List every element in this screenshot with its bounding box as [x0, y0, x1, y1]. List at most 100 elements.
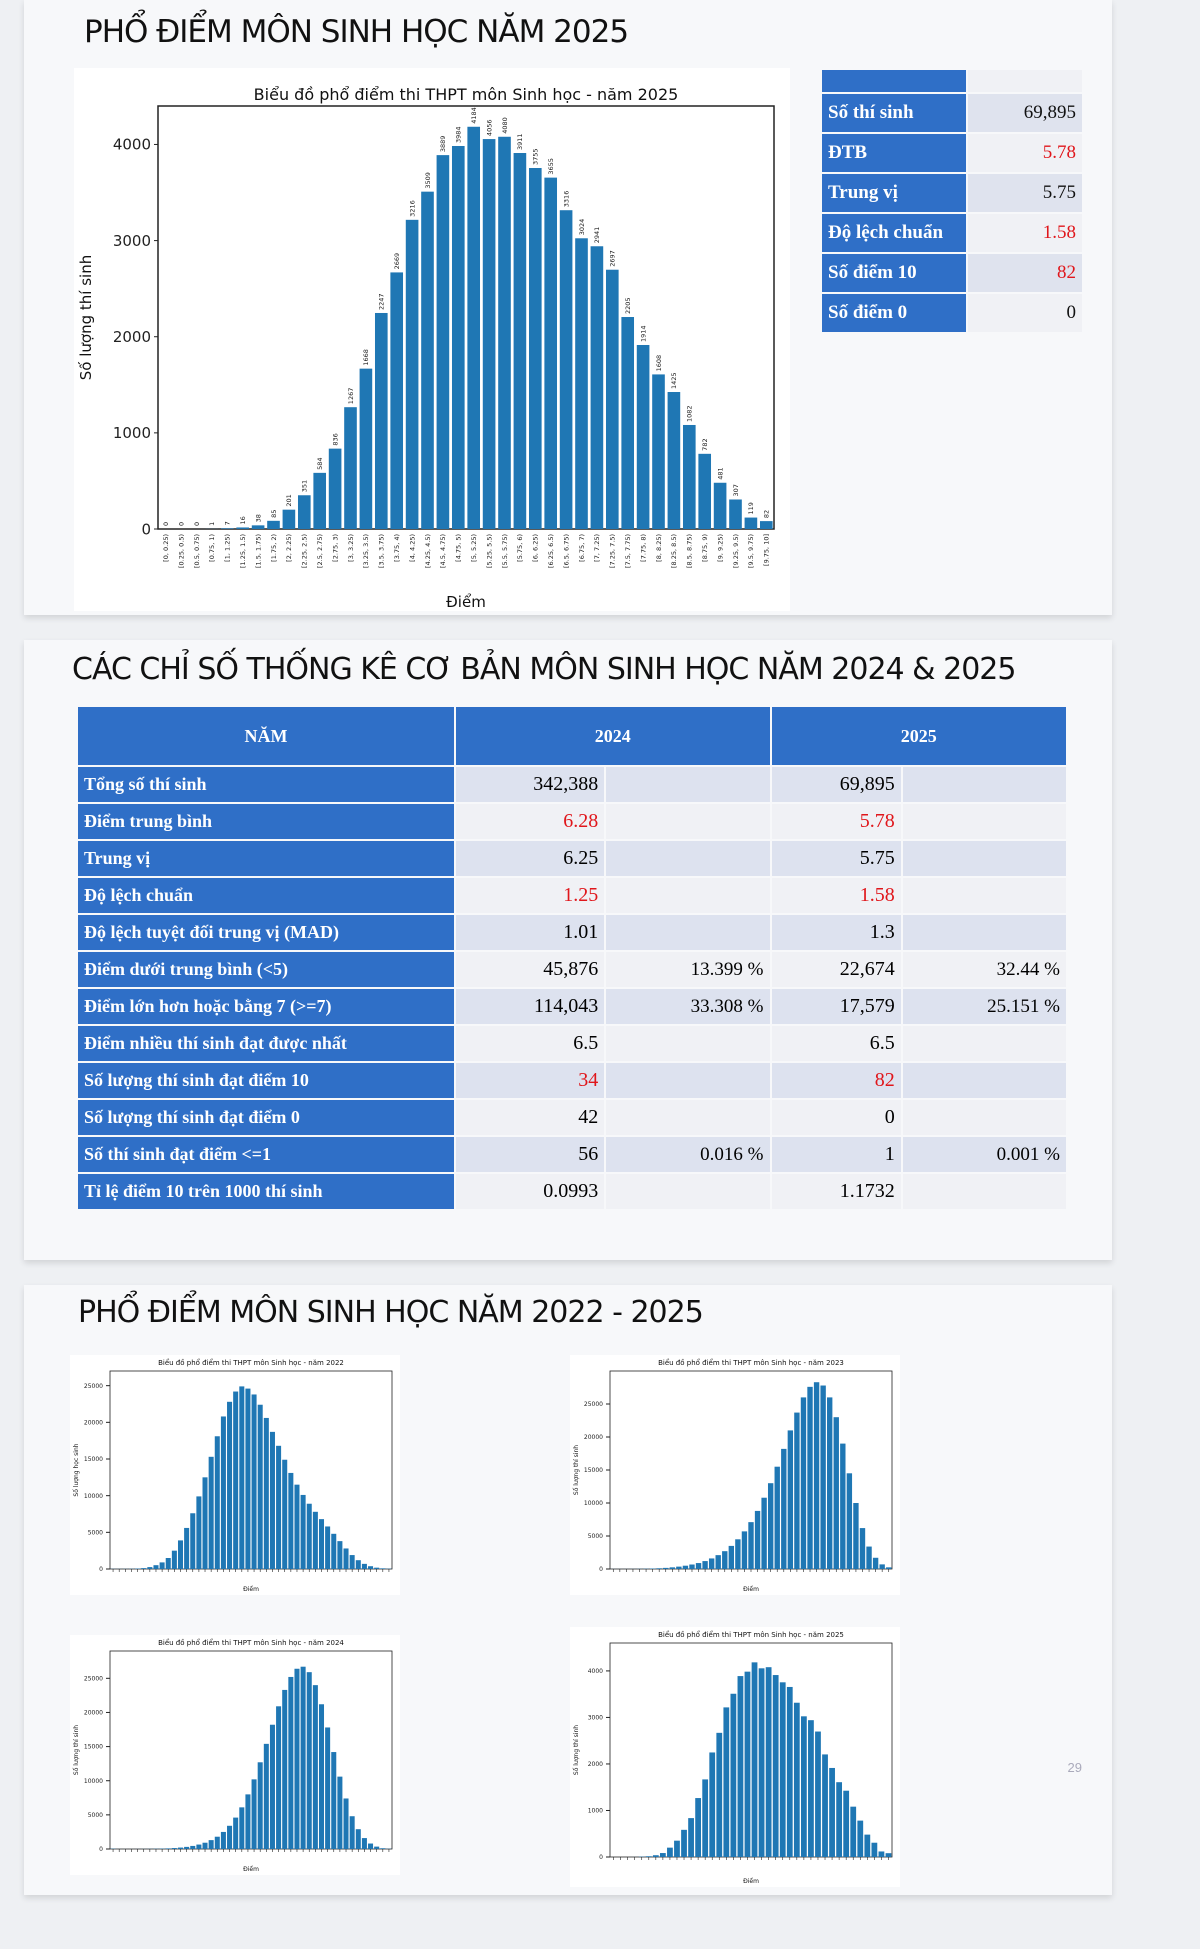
bar — [853, 1503, 859, 1569]
y-tick-label: 0 — [99, 1846, 103, 1853]
x-tick-label: [2.5, 2.75) — [316, 534, 324, 568]
x-axis-label: Điểm — [743, 1586, 759, 1593]
bar — [227, 1401, 233, 1569]
bar — [667, 1847, 673, 1857]
bar — [331, 1752, 337, 1849]
bar — [263, 1743, 269, 1849]
mini-chart-2022: Biểu đồ phổ điểm thi THPT môn Sinh học -… — [70, 1355, 400, 1595]
bar — [559, 210, 573, 529]
bar — [885, 1853, 892, 1857]
bar — [337, 1541, 343, 1569]
y-axis-label: Số lượng thí sinh — [77, 255, 95, 380]
bar — [202, 1477, 208, 1569]
bar — [864, 1834, 871, 1857]
percent-2024 — [604, 839, 772, 878]
value-2025: 1.1732 — [769, 1172, 903, 1211]
bar — [251, 525, 265, 529]
value-2024: 45,876 — [453, 950, 607, 989]
percent-2024 — [604, 765, 772, 804]
percent-2025 — [900, 1172, 1069, 1211]
bar-value-label: 1425 — [670, 372, 678, 389]
x-tick-label: [9.75, 10] — [763, 534, 771, 566]
bar — [374, 1567, 380, 1569]
bar — [857, 1820, 864, 1857]
y-tick-label: 3000 — [588, 1715, 603, 1722]
x-tick-label: [8.25, 8.5) — [670, 534, 678, 568]
bar — [312, 1511, 318, 1569]
value-2025: 22,674 — [769, 950, 903, 989]
y-tick-label: 25000 — [84, 1383, 103, 1390]
bar — [263, 1417, 269, 1569]
compare-row: Tổng số thí sinh 342,388 69,895 — [76, 765, 1069, 804]
bar — [544, 177, 558, 529]
bar-value-label: 1608 — [655, 355, 663, 372]
bar — [807, 1386, 813, 1569]
mini-chart-2023: Biểu đồ phổ điểm thi THPT môn Sinh học -… — [570, 1355, 900, 1595]
bar — [141, 1568, 147, 1569]
x-tick-label: [5, 5.25) — [470, 534, 478, 562]
bar — [730, 1693, 737, 1857]
bar — [349, 1555, 355, 1569]
bar — [343, 1798, 349, 1849]
plot-frame — [109, 1370, 393, 1570]
summary-label: Số thí sinh — [820, 92, 968, 134]
compare-row-label: Số lượng thí sinh đạt điểm 10 — [76, 1061, 456, 1100]
bar — [744, 517, 758, 529]
y-axis-label: Số lượng thí sinh — [573, 1725, 580, 1775]
slide2-title: CÁC CHỈ SỐ THỐNG KÊ CƠ BẢN MÔN SINH HỌC … — [72, 652, 1016, 687]
mini-chart-2022-svg: Biểu đồ phổ điểm thi THPT môn Sinh học -… — [73, 1358, 393, 1593]
bar — [282, 1459, 288, 1569]
summary-header-cell — [966, 68, 1084, 94]
summary-label: Trung vị — [820, 172, 968, 214]
x-tick-label: [9.25, 9.5) — [732, 534, 740, 568]
bar — [318, 1704, 325, 1849]
bar-value-label: 38 — [254, 514, 262, 522]
percent-2025 — [900, 913, 1069, 952]
bar-value-label: 3024 — [578, 219, 586, 236]
bar — [688, 1818, 694, 1857]
bar-value-label: 16 — [239, 516, 247, 524]
summary-label: Số điểm 10 — [820, 252, 968, 294]
bar-value-label: 201 — [285, 494, 293, 506]
bar — [667, 392, 681, 529]
bar-value-label: 0 — [193, 522, 201, 526]
bar — [878, 1851, 885, 1857]
percent-2024: 0.016 % — [604, 1135, 772, 1174]
x-tick-label: [2.25, 2.5) — [301, 534, 309, 568]
bar — [374, 1846, 380, 1849]
bar — [722, 1551, 728, 1569]
y-tick-label: 0 — [599, 1854, 603, 1861]
bar — [498, 136, 511, 529]
bar — [269, 1724, 275, 1849]
bar — [774, 1466, 780, 1569]
bar — [251, 1779, 257, 1849]
y-tick-label: 5000 — [588, 1533, 603, 1540]
bar-value-label: 2247 — [378, 293, 386, 310]
bar — [361, 1838, 367, 1849]
y-tick-label: 15000 — [84, 1456, 103, 1463]
y-tick-label: 25000 — [584, 1401, 603, 1408]
value-2025: 0 — [769, 1098, 903, 1137]
bar — [297, 495, 311, 529]
bar — [390, 272, 404, 529]
slide1-title: PHỔ ĐIỂM MÔN SINH HỌC NĂM 2025 — [84, 14, 629, 50]
plot-frame — [157, 105, 775, 530]
summary-value: 5.78 — [966, 132, 1084, 174]
bar — [513, 153, 527, 529]
bar — [702, 1561, 708, 1569]
bar — [708, 1558, 715, 1569]
summary-header-cell — [820, 68, 968, 94]
y-tick-label: 10000 — [584, 1500, 603, 1507]
y-tick-label: 0 — [141, 520, 151, 538]
value-2024: 6.5 — [453, 1024, 607, 1063]
bar — [451, 145, 465, 529]
bar — [349, 1816, 355, 1849]
percent-2025 — [900, 839, 1069, 878]
summary-label: ĐTB — [820, 132, 968, 174]
x-tick-label: [2.75, 3) — [331, 534, 339, 562]
bar-value-label: 1668 — [362, 349, 370, 366]
chart-title: Biểu đồ phổ điểm thi THPT môn Sinh học -… — [658, 1630, 844, 1639]
bar — [233, 1391, 239, 1569]
bar — [715, 1555, 721, 1569]
bar — [331, 1533, 337, 1569]
